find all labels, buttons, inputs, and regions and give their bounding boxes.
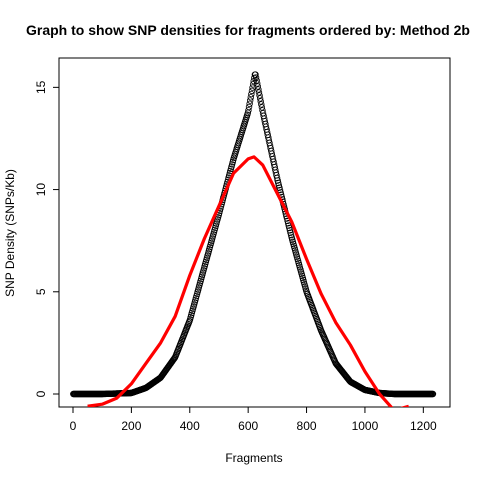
scatter-point — [253, 77, 260, 84]
y-tick-label: 15 — [34, 80, 48, 94]
density-curve — [87, 155, 409, 407]
y-tick-label: 5 — [34, 288, 48, 295]
scatter-point — [246, 100, 253, 107]
scatter-point — [257, 98, 264, 105]
x-tick-label: 1000 — [352, 419, 379, 433]
x-tick-label: 800 — [297, 419, 317, 433]
scatter-point — [273, 174, 281, 182]
x-axis-label: Fragments — [225, 451, 282, 465]
scatter-point — [254, 83, 261, 90]
scatter-point — [247, 94, 254, 101]
x-tick-label: 600 — [238, 419, 258, 433]
scatter-point — [287, 231, 295, 239]
scatter-point — [429, 390, 437, 398]
density-curve-series — [87, 155, 409, 407]
scatter-point — [255, 86, 262, 93]
scatter-point — [287, 229, 294, 236]
scatter-point — [275, 179, 282, 187]
chart-title: Graph to show SNP densities for fragment… — [26, 22, 470, 38]
scatter-point — [248, 87, 256, 95]
scatter-point — [258, 101, 265, 108]
scatter-point — [274, 177, 281, 184]
scatter-series — [70, 71, 437, 398]
scatter-point — [285, 222, 292, 229]
scatter-point — [286, 227, 294, 234]
scatter-point — [252, 71, 259, 78]
y-tick-label: 10 — [34, 183, 48, 197]
x-tick-label: 200 — [121, 419, 141, 433]
plot-frame — [58, 57, 451, 408]
scatter-point — [286, 224, 293, 232]
y-tick-label: 0 — [34, 390, 48, 397]
x-tick-label: 0 — [70, 419, 77, 433]
y-axis-label: SNP Density (SNPs/Kb) — [3, 169, 17, 297]
scatter-point — [248, 90, 255, 98]
scatter-point — [246, 97, 254, 104]
x-tick-label: 400 — [180, 419, 200, 433]
scatter-point — [255, 89, 263, 96]
scatter-point — [245, 107, 252, 114]
scatter-point — [256, 95, 264, 102]
scatter-point — [275, 182, 283, 189]
scatter-point — [256, 92, 263, 99]
x-tick-label: 1200 — [410, 419, 437, 433]
scatter-point — [252, 74, 260, 81]
y-axis: 0 5 10 15 — [34, 80, 60, 397]
scatter-point — [244, 109, 252, 117]
scatter-point — [245, 103, 253, 111]
scatter-point — [254, 80, 261, 87]
x-axis: 0 200 400 600 800 1000 1200 — [70, 406, 437, 433]
scatter-point — [276, 184, 283, 191]
scatter-point — [258, 104, 266, 111]
